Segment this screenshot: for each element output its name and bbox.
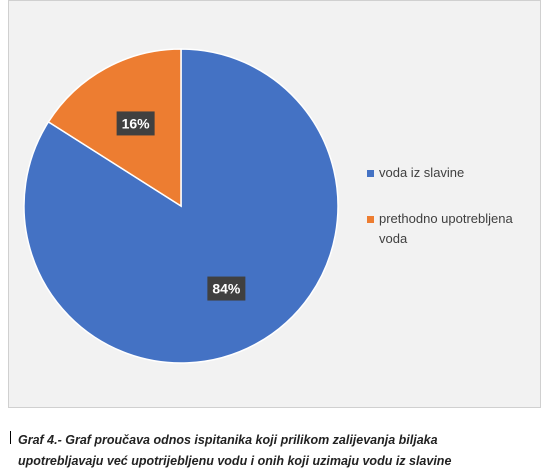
legend-entry: prethodno upotrebljena voda bbox=[367, 209, 542, 249]
caption: Graf 4.- Graf proučava odnos ispitanika … bbox=[18, 433, 452, 468]
data-label: 16% bbox=[122, 115, 151, 131]
legend-label: prethodno upotrebljena voda bbox=[379, 211, 513, 246]
legend-label: voda iz slavine bbox=[379, 165, 465, 180]
legend-entry: voda iz slavine bbox=[367, 163, 542, 183]
data-label-box bbox=[207, 276, 246, 301]
legend-swatch bbox=[367, 216, 374, 223]
legend-swatch bbox=[367, 170, 374, 177]
data-label: 84% bbox=[212, 281, 241, 297]
text-cursor bbox=[10, 431, 11, 444]
data-label-box bbox=[116, 111, 155, 136]
pie-slice bbox=[47, 48, 182, 208]
chart: 84% 16% bbox=[23, 48, 339, 364]
chart-area: 84% 16% voda iz slavine prethodno upotrebl… bbox=[8, 0, 541, 408]
